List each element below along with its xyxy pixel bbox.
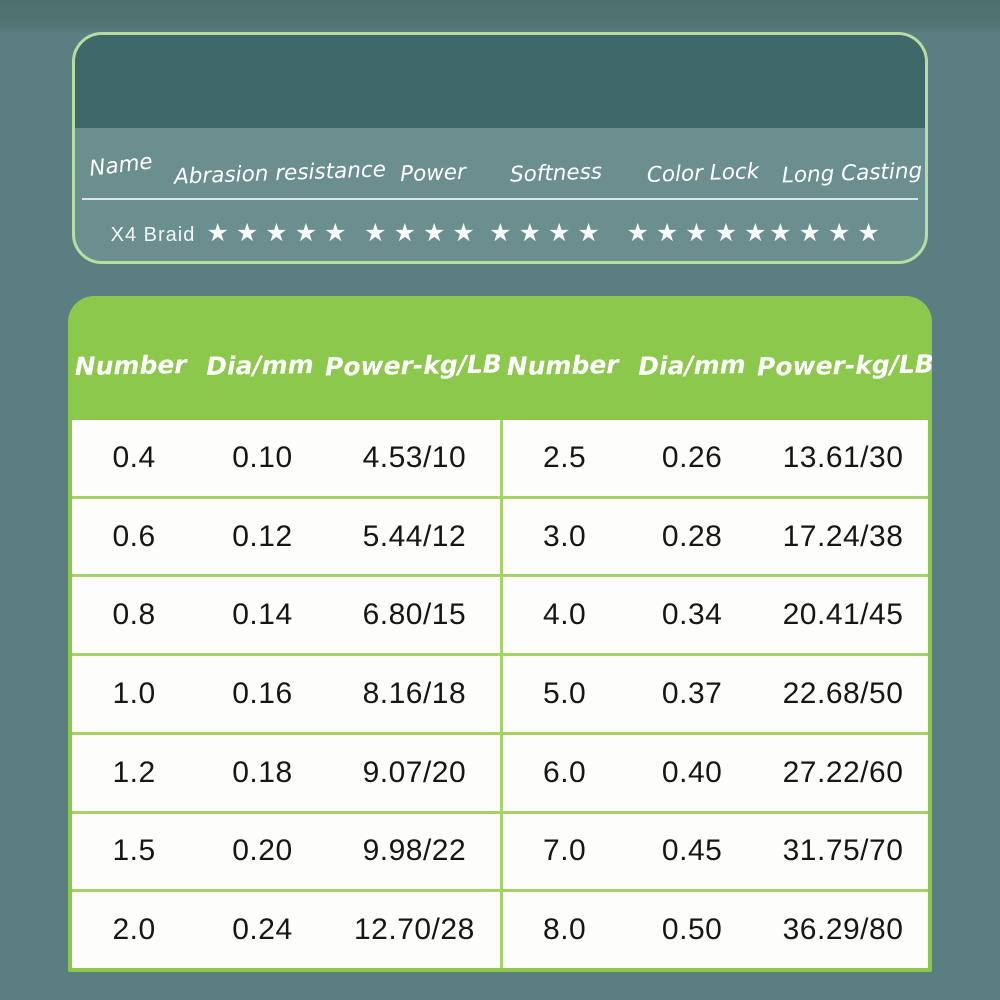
spec-cell: 0.12: [232, 519, 293, 553]
star-rating: ★★★★★: [206, 218, 354, 247]
spec-cell: 0.37: [661, 677, 723, 711]
table-row: 0.6 0.12 5.44/12 3.0 0.28 17.24/38: [72, 495, 928, 575]
spec-cell: 6.80/15: [362, 598, 467, 632]
spec-cell: 31.75/70: [782, 834, 904, 868]
spec-cell: 0.24: [232, 913, 293, 947]
spec-cell: 0.18: [232, 755, 293, 789]
spec-header-cell: Power-kg/LB: [756, 348, 935, 382]
row-left-half: 1.2 0.18 9.07/20: [72, 735, 500, 811]
spec-cell: 0.14: [232, 598, 293, 632]
spec-cell: 0.34: [661, 598, 723, 632]
spec-cell: 3.0: [543, 519, 587, 553]
spec-cell: 0.50: [661, 913, 723, 947]
row-left-half: 0.8 0.14 6.80/15: [72, 577, 500, 653]
spec-header-cell: Dia/mm: [206, 349, 315, 381]
rating-column-header: Softness: [509, 159, 603, 188]
spec-cell: 20.41/45: [782, 598, 904, 632]
spec-cell: 0.26: [661, 440, 723, 474]
spec-cell: 1.0: [112, 677, 156, 711]
rating-column-header: Color Lock: [646, 159, 760, 188]
star-rating: ★★★★: [364, 218, 482, 247]
spec-table-body: 0.4 0.10 4.53/10 2.5 0.26 13.61/30 0.6 0.12 5.44…: [72, 420, 928, 969]
spec-cell: 9.98/22: [362, 834, 467, 868]
spec-header-right-half: Number Dia/mm Power-kg/LB: [500, 310, 935, 420]
spec-cell: 0.6: [112, 519, 156, 553]
spec-cell: 8.16/18: [362, 677, 467, 711]
star-rating: ★★★★: [489, 218, 607, 247]
spec-cell: 1.5: [112, 834, 156, 868]
spec-cell: 0.28: [661, 519, 723, 553]
spec-cell: 0.16: [232, 677, 293, 711]
spec-cell: 0.20: [232, 834, 293, 868]
spec-header-cell: Dia/mm: [638, 349, 747, 381]
spec-cell: 0.4: [112, 440, 156, 474]
spec-cell: 9.07/20: [362, 755, 467, 789]
spec-cell: 2.0: [112, 913, 156, 947]
spec-cell: 17.24/38: [782, 519, 904, 553]
spec-cell: 0.45: [661, 834, 723, 868]
spec-table: Number Dia/mm Power-kg/LB Number Dia/mm Power…: [68, 296, 935, 972]
spec-header-cell: Number: [506, 349, 619, 381]
spec-table-header: Number Dia/mm Power-kg/LB Number Dia/mm Power…: [68, 296, 935, 420]
spec-cell: 0.8: [112, 598, 156, 632]
spec-cell: 12.70/28: [353, 913, 475, 947]
star-rating: ★★★★★: [626, 218, 774, 247]
spec-cell: 27.22/60: [782, 755, 904, 789]
row-left-half: 0.4 0.10 4.53/10: [72, 420, 500, 496]
spec-cell: 2.5: [543, 440, 587, 474]
row-left-half: 1.5 0.20 9.98/22: [72, 814, 500, 890]
spec-cell: 7.0: [543, 834, 587, 868]
table-row: 1.0 0.16 8.16/18 5.0 0.37 22.68/50: [72, 653, 928, 732]
row-right-half: 7.0 0.45 31.75/70: [500, 813, 928, 890]
star-rating: ★★★★: [769, 218, 887, 247]
row-right-half: 2.5 0.26 13.61/30: [500, 420, 928, 496]
table-row: 1.5 0.20 9.98/22 7.0 0.45 31.75/70: [72, 810, 928, 890]
spec-cell: 4.0: [543, 598, 587, 632]
spec-header-cell: Number: [74, 349, 187, 381]
spec-cell: 1.2: [112, 755, 156, 789]
table-row: 0.4 0.10 4.53/10 2.5 0.26 13.61/30: [72, 420, 928, 496]
spec-cell: 0.40: [661, 755, 723, 789]
spec-cell: 5.44/12: [362, 519, 467, 553]
spec-cell: 13.61/30: [782, 440, 904, 474]
spec-cell: 6.0: [543, 755, 587, 789]
ratings-card: Name Abrasion resistance Power Softness Colo…: [72, 32, 928, 264]
row-right-half: 5.0 0.37 22.68/50: [500, 656, 928, 732]
row-right-half: 3.0 0.28 17.24/38: [500, 498, 928, 575]
ratings-divider-line: [82, 198, 918, 200]
table-row: 1.2 0.18 9.07/20 6.0 0.40 27.22/60: [72, 731, 928, 811]
spec-cell: 22.68/50: [782, 677, 904, 711]
row-right-half: 8.0 0.50 36.29/80: [500, 892, 928, 969]
rating-column-header: Long Casting: [781, 158, 923, 189]
row-left-half: 2.0 0.24 12.70/28: [72, 892, 500, 968]
row-right-half: 6.0 0.40 27.22/60: [500, 734, 928, 811]
table-row: 2.0 0.24 12.70/28 8.0 0.50 36.29/80: [72, 889, 928, 969]
row-left-half: 1.0 0.16 8.16/18: [72, 656, 500, 732]
product-name: X4 Braid: [110, 224, 196, 246]
spec-cell: 5.0: [543, 677, 587, 711]
card-top-band: [75, 35, 925, 128]
spec-header-left-half: Number Dia/mm Power-kg/LB: [68, 310, 503, 420]
row-right-half: 4.0 0.34 20.41/45: [500, 577, 928, 654]
rating-column-header: Power: [399, 159, 467, 188]
spec-cell: 36.29/80: [782, 913, 904, 947]
table-row: 0.8 0.14 6.80/15 4.0 0.34 20.41/45: [72, 574, 928, 654]
spec-cell: 8.0: [543, 913, 587, 947]
spec-cell: 4.53/10: [362, 440, 467, 474]
spec-cell: 0.10: [232, 440, 293, 474]
rating-column-header: Abrasion resistance: [173, 157, 387, 190]
spec-header-cell: Power-kg/LB: [324, 348, 503, 382]
rating-column-header: Name: [87, 149, 155, 182]
row-left-half: 0.6 0.12 5.44/12: [72, 499, 500, 575]
